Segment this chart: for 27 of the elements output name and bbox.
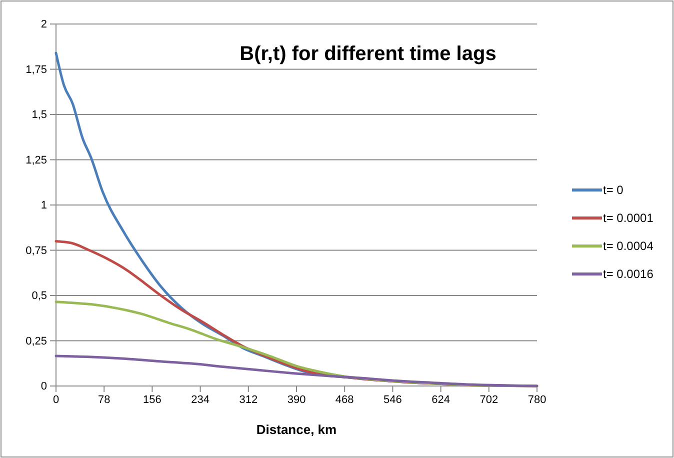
y-tick-label: 0 [40,380,47,393]
y-tick-label: 0,25 [26,335,47,348]
y-tick-label: 1,5 [32,109,47,122]
x-tick-label: 312 [239,394,258,406]
x-tick-label: 390 [287,394,306,406]
x-tick-label: 546 [384,394,402,406]
x-tick-label: 702 [480,394,498,406]
x-tick-label: 78 [98,394,110,406]
y-tick-label: 1 [40,200,47,212]
legend-label: t= 0 [603,183,624,197]
y-tick-label: 1,75 [26,64,47,76]
x-axis-title: Distance, km [256,422,337,437]
y-tick-label: 0,5 [32,290,47,302]
x-tick-label: 468 [335,394,354,406]
legend-label: t= 0.0016 [603,267,654,281]
y-tick-label: 2 [40,18,47,31]
y-tick-label: 1,25 [26,154,47,166]
legend-label: t= 0.0004 [603,239,654,253]
legend-label: t= 0.0001 [603,211,654,225]
x-tick-label: 234 [191,394,210,406]
x-tick-label: 156 [143,394,162,406]
x-tick-label: 0 [52,394,60,406]
x-tick-label: 780 [528,394,546,406]
text: B(r,t) for different time lags [240,43,496,65]
line-series [54,354,538,388]
x-tick-label: 624 [432,394,450,406]
y-tick-label: 0,75 [26,244,47,257]
